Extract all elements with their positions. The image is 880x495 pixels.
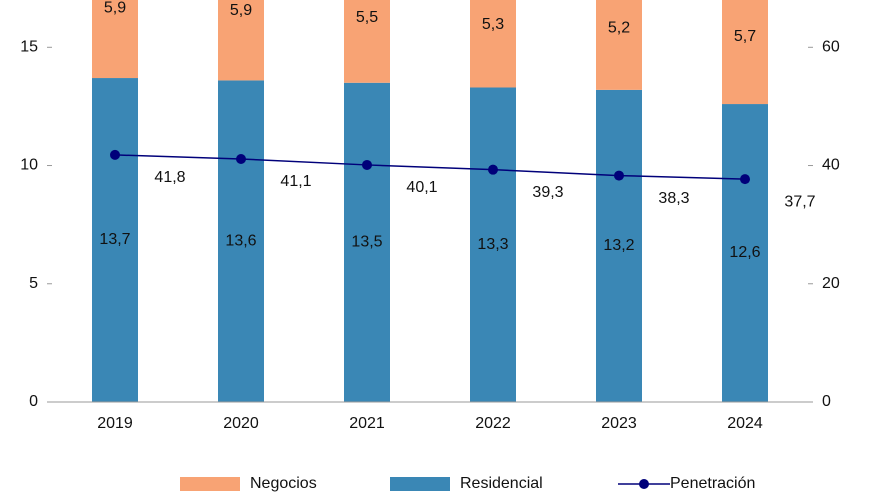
bar-segment: [596, 89, 642, 402]
y-tick-label: 10: [20, 157, 38, 174]
bar-segment: [470, 0, 516, 88]
point: [614, 170, 624, 181]
y-tick-label: 0: [29, 393, 38, 410]
data-label: 5,3: [482, 16, 504, 33]
legend-label: Penetración: [670, 475, 755, 492]
data-label: 5,7: [734, 28, 756, 45]
bar-segment: [722, 104, 768, 402]
y2-tick-label: 60: [822, 39, 840, 56]
data-label: 13,7: [99, 231, 130, 248]
point: [488, 164, 498, 175]
y2-tick-label: 40: [822, 157, 840, 174]
data-label: 41,8: [154, 169, 185, 186]
data-label: 40,1: [406, 179, 437, 196]
legend-marker: [639, 479, 649, 489]
bar-segment: [344, 0, 390, 83]
y2-tick-label: 20: [822, 275, 840, 292]
bar-segment: [722, 0, 768, 105]
data-label: 38,3: [658, 190, 689, 207]
x-tick-label: 2019: [97, 415, 133, 432]
y-tick-label: 5: [29, 275, 38, 292]
data-label: 5,9: [230, 2, 252, 19]
y-tick-label: 15: [20, 39, 38, 56]
legend-label: Residencial: [460, 475, 543, 492]
line: [114, 154, 746, 180]
bar-segment: [596, 0, 642, 90]
y2-tick-label: 0: [822, 393, 831, 410]
legend-swatch: [180, 477, 240, 491]
point: [236, 154, 246, 165]
data-label: 37,7: [784, 193, 815, 210]
data-label: 5,2: [608, 20, 630, 37]
bar-segment: [92, 78, 138, 403]
data-label: 39,3: [532, 184, 563, 201]
data-label: 41,1: [280, 173, 311, 190]
bar-segment: [92, 0, 138, 79]
data-label: 5,9: [104, 0, 126, 17]
bar-segment: [344, 82, 390, 402]
point: [110, 149, 120, 160]
x-tick-label: 2020: [223, 415, 259, 432]
bar-segment: [470, 87, 516, 403]
data-label: 5,5: [356, 9, 378, 26]
legend-label: Negocios: [250, 475, 317, 492]
x-tick-label: 2023: [601, 415, 637, 432]
data-label: 13,6: [225, 232, 256, 249]
bar-segment: [218, 0, 264, 81]
legend-swatch: [390, 477, 450, 491]
bar-segment: [218, 80, 264, 403]
point: [740, 174, 750, 185]
data-label: 13,2: [603, 237, 634, 254]
data-label: 13,5: [351, 234, 382, 251]
data-label: 12,6: [729, 244, 760, 261]
point: [362, 159, 372, 170]
data-label: 13,3: [477, 236, 508, 253]
x-tick-label: 2022: [475, 415, 511, 432]
x-tick-label: 2021: [349, 415, 385, 432]
x-tick-label: 2024: [727, 415, 763, 432]
